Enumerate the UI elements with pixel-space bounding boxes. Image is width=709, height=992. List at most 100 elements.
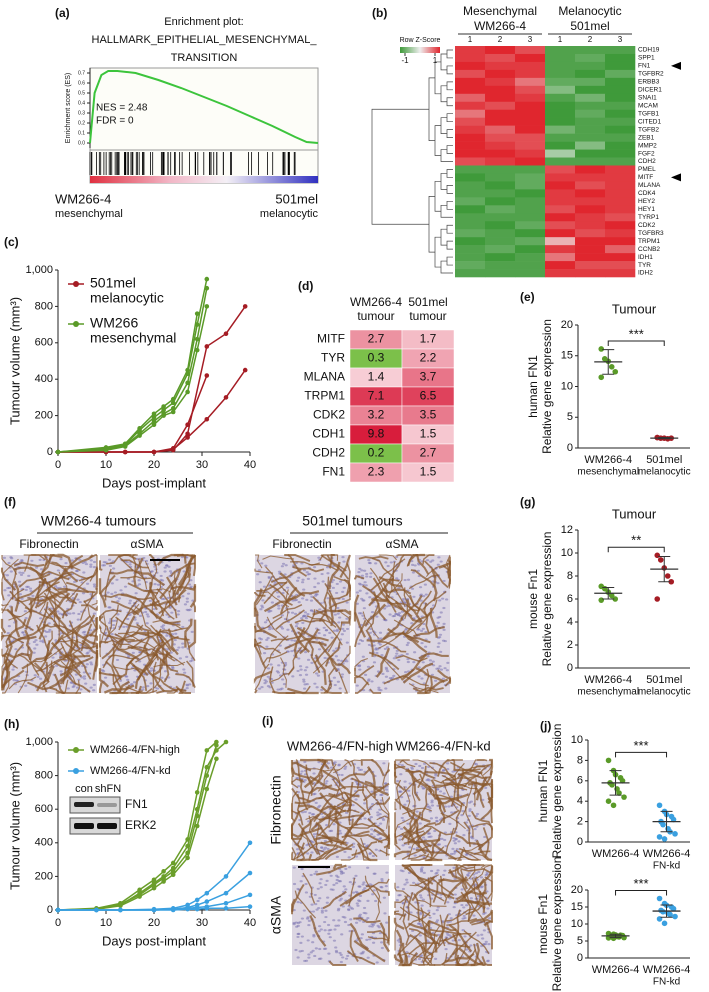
heatmap-cell [605, 229, 636, 238]
micrograph-fibre [291, 803, 296, 822]
growth-point [204, 764, 210, 770]
micrograph-nucleus [422, 595, 426, 598]
micrograph-fibre [355, 681, 369, 694]
micrograph-fibre [399, 582, 421, 611]
plot-title: Tumour [612, 301, 657, 316]
micrograph-nucleus [168, 570, 173, 573]
heatmap-cell [515, 205, 546, 214]
micrograph-nucleus [301, 621, 305, 624]
heatmap-cell [605, 181, 636, 190]
micrograph-fibre [291, 851, 306, 861]
micrograph-fibre [455, 961, 484, 967]
micrograph-nucleus [302, 678, 306, 681]
growth-point [151, 418, 157, 424]
panel-label: (g) [520, 495, 535, 509]
micrograph-fibre [438, 878, 469, 883]
micrograph-fibre [353, 940, 386, 963]
micrograph-fibre [351, 841, 378, 857]
heatmap-cell [455, 253, 486, 262]
y-tick-label: 1,000 [25, 264, 53, 276]
rank-color-bar [90, 176, 318, 183]
heatmap-cell [575, 77, 606, 87]
micrograph-nucleus [342, 629, 346, 632]
growth-point [161, 404, 166, 409]
micrograph-nucleus [82, 675, 87, 678]
micrograph-nucleus [89, 559, 93, 562]
y-tick-label: 6 [577, 775, 583, 787]
micrograph-nucleus [341, 956, 345, 959]
gene-label: PMEL [638, 166, 656, 173]
micrograph-nucleus [462, 906, 466, 909]
micrograph-fibre [435, 781, 467, 787]
micrograph-nucleus [43, 635, 48, 638]
micrograph-fibre [422, 590, 447, 611]
heatmap-cell [575, 181, 606, 190]
micrograph-nucleus [396, 779, 400, 783]
micrograph-fibre [455, 890, 487, 901]
micrograph-nucleus [369, 572, 373, 575]
micrograph-nucleus [71, 685, 75, 689]
micrograph-nucleus [296, 924, 300, 927]
x-tick-label: 501mel [646, 454, 682, 466]
gene-label: MLANA [638, 182, 661, 189]
x-tick-label: WM266-4 [643, 964, 691, 976]
growth-line [58, 369, 246, 453]
group-label: 501mel [275, 191, 318, 206]
micrograph-nucleus [469, 877, 473, 880]
micrograph-nucleus [310, 661, 314, 664]
micrograph-fibre [368, 577, 395, 607]
micrograph-fibre [394, 812, 398, 845]
growth-point [194, 897, 200, 903]
micrograph-fibre [377, 838, 390, 845]
micrograph-nucleus [487, 917, 492, 920]
micrograph-nucleus [263, 621, 268, 624]
micrograph-nucleus [417, 666, 421, 669]
growth-line [58, 842, 251, 911]
micrograph-nucleus [371, 854, 375, 858]
table-value: 3.7 [420, 370, 437, 384]
micrograph-fibre [371, 557, 394, 578]
heatmap-cell [575, 46, 606, 55]
micrograph-nucleus [340, 633, 344, 636]
micrograph-fibre [144, 633, 173, 659]
micrograph-fibre [463, 930, 490, 955]
micrograph-nucleus [358, 919, 362, 922]
growth-point [204, 285, 210, 291]
y-tick-label: 1,000 [25, 736, 53, 748]
heatmap-cell [515, 229, 546, 238]
micrograph-fibre [9, 590, 33, 614]
heatmap-cell [455, 101, 486, 111]
micrograph-nucleus [404, 671, 408, 674]
heatmap-cell [545, 101, 576, 111]
micrograph-nucleus [348, 930, 352, 933]
micrograph-nucleus [338, 951, 342, 955]
micrograph-fibre [463, 898, 493, 906]
micrograph-nucleus [346, 954, 350, 958]
micrograph-nucleus [92, 560, 97, 564]
growth-point [204, 899, 210, 904]
micrograph-nucleus [326, 847, 330, 851]
micrograph-nucleus [461, 928, 465, 932]
heatmap-cell [605, 221, 636, 230]
micrograph-fibre [324, 583, 338, 612]
micrograph-nucleus [113, 591, 117, 594]
micrograph-nucleus [369, 833, 374, 836]
micrograph-nucleus [260, 562, 264, 565]
micrograph-nucleus [336, 612, 340, 615]
micrograph-nucleus [354, 855, 359, 858]
micrograph-nucleus [89, 663, 94, 666]
heatmap-cell [515, 181, 546, 190]
y-tick-label: 0.6 [78, 80, 85, 86]
micrograph-nucleus [170, 611, 174, 614]
growth-point [118, 903, 123, 909]
micrograph-nucleus [327, 932, 331, 935]
micrograph-nucleus [270, 601, 274, 604]
micrograph-fibre [437, 669, 452, 684]
micrograph-nucleus [326, 923, 331, 927]
micrograph-nucleus [425, 559, 430, 562]
micrograph-nucleus [466, 873, 470, 876]
micrograph-fibre [186, 660, 194, 687]
micrograph-fibre [105, 660, 122, 689]
micrograph-nucleus [265, 645, 269, 648]
micrograph-nucleus [301, 597, 305, 600]
